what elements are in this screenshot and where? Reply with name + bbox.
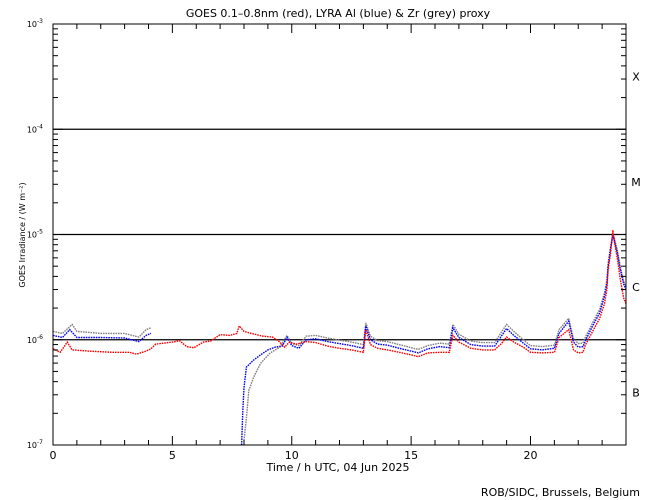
y-tick-label: 10-5 xyxy=(27,229,43,240)
flare-class-x: X xyxy=(632,71,640,84)
x-tick-labels: 0 5 10 15 20 xyxy=(50,449,538,462)
flare-class-m: M xyxy=(631,176,641,189)
x-tick-label: 20 xyxy=(524,449,538,462)
flare-class-labels: X M C B xyxy=(631,71,641,400)
y-axis-label: GOES Irradiance / (W m⁻²) xyxy=(18,182,27,287)
axis-ticks xyxy=(52,24,627,446)
data-series xyxy=(52,230,627,446)
flare-class-b: B xyxy=(632,386,640,399)
x-tick-label: 10 xyxy=(285,449,299,462)
series-line-zr xyxy=(243,232,627,441)
y-tick-label: 10-7 xyxy=(27,439,43,450)
reference-lines xyxy=(53,128,626,341)
x-axis-label: Time / h UTC, 04 Jun 2025 xyxy=(265,461,409,474)
y-tick-label: 10-4 xyxy=(27,123,43,134)
x-tick-label: 5 xyxy=(169,449,176,462)
chart-title: GOES 0.1–0.8nm (red), LYRA Al (blue) & Z… xyxy=(186,7,491,20)
y-tick-labels: 10-3 10-4 10-5 10-6 10-7 xyxy=(27,18,43,450)
series-line-zr xyxy=(52,323,152,338)
series-line-goes xyxy=(52,230,627,358)
flare-class-c: C xyxy=(632,281,640,294)
y-tick-label: 10-6 xyxy=(27,334,43,345)
x-tick-label: 15 xyxy=(404,449,418,462)
footer-credit: ROB/SIDC, Brussels, Belgium xyxy=(481,486,640,499)
series-line-lyra xyxy=(52,328,152,343)
y-tick-label: 10-3 xyxy=(27,18,43,29)
x-tick-label: 0 xyxy=(50,449,57,462)
